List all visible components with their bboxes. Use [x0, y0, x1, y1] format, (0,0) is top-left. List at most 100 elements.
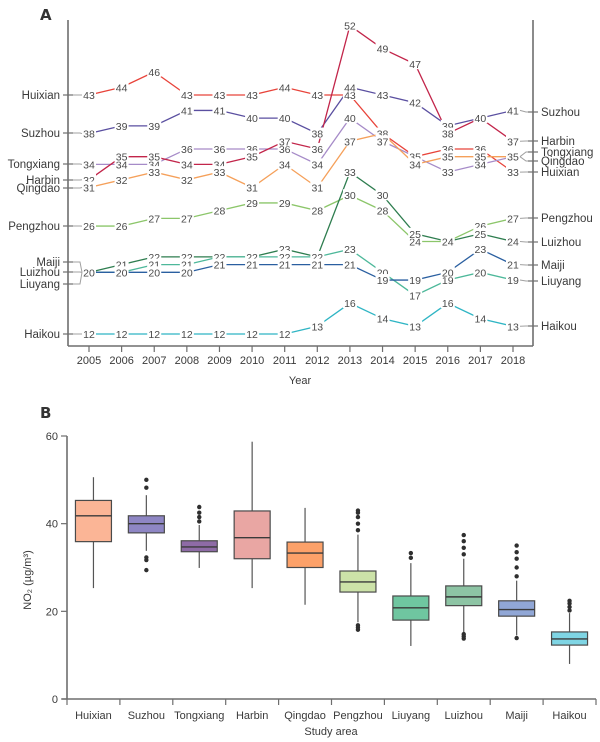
- value-label-bg: [114, 150, 129, 162]
- value-label-bg: [342, 19, 357, 31]
- panel-b-y-ticks: 0 20 40 60: [46, 431, 67, 706]
- value-label-luizhou-2013: 33: [344, 167, 356, 179]
- value-label-bg: [310, 181, 325, 193]
- value-label-pengzhou-2009: 28: [214, 206, 226, 218]
- value-label-bg: [147, 266, 162, 278]
- value-label-bg: [408, 274, 423, 286]
- x-tick-label-2010: 2010: [240, 355, 264, 367]
- value-label-pengzhou-2007: 27: [148, 213, 160, 225]
- value-label-harbin-2013: 52: [344, 21, 356, 33]
- value-label-bg: [212, 166, 227, 178]
- value-label-tongxiang-2016: 33: [442, 167, 454, 179]
- value-label-bg: [473, 220, 488, 232]
- value-label-haikou-2014: 14: [377, 314, 389, 326]
- value-label-bg: [179, 328, 194, 340]
- value-label-huixian-2010: 43: [246, 90, 258, 102]
- value-label-harbin-2006: 35: [116, 152, 128, 164]
- value-label-harbin-2015: 47: [409, 59, 421, 71]
- value-label-bg: [245, 150, 260, 162]
- panel-b-x-ticks: Huixian Suzhou Tongxiang Harbin Qingdao Pengz…: [66, 699, 597, 722]
- box-pengzhou: [339, 508, 377, 632]
- value-label-bg: [245, 112, 260, 124]
- value-label-luizhou-2006: 21: [116, 260, 128, 272]
- outlier-pengzhou-4: [355, 508, 361, 513]
- value-label-bg: [179, 258, 194, 270]
- value-label-pengzhou-2010: 29: [246, 198, 258, 210]
- value-label-maiji-2016: 20: [442, 267, 454, 279]
- value-label-luizhou-2014: 30: [377, 190, 389, 202]
- value-label-haikou-2009: 12: [214, 329, 226, 341]
- outlier-pengzhou-1: [355, 521, 361, 526]
- value-label-bg: [277, 81, 292, 93]
- right-leader-liuyang: [519, 279, 528, 282]
- value-label-pengzhou-2013: 30: [344, 190, 356, 202]
- right-leader-suzhou: [519, 109, 528, 113]
- value-label-bg: [212, 258, 227, 270]
- y-tick-label-20: 20: [46, 606, 58, 618]
- value-label-bg: [277, 250, 292, 262]
- value-label-qingdao-2010: 31: [246, 183, 258, 195]
- value-label-qingdao-2017: 35: [475, 152, 487, 164]
- value-label-bg: [408, 150, 423, 162]
- outlier-luizhou-2: [461, 539, 466, 544]
- value-label-bg: [179, 104, 194, 116]
- value-label-bg: [375, 274, 390, 286]
- value-label-bg: [82, 328, 96, 340]
- value-label-bg: [147, 166, 162, 178]
- value-label-huixian-2016: 36: [442, 144, 454, 156]
- value-label-suzhou-2013: 44: [344, 82, 356, 94]
- left-city-label-luizhou: Luizhou: [20, 267, 60, 279]
- value-label-bg: [310, 258, 325, 270]
- value-label-bg: [342, 135, 357, 147]
- value-label-bg: [473, 243, 488, 255]
- value-label-luizhou-2007: 22: [148, 252, 160, 264]
- outlier-pengzhou-2: [355, 514, 361, 520]
- y-tick-label-0: 0: [52, 694, 58, 706]
- value-label-bg: [147, 158, 162, 170]
- value-label-bg: [245, 258, 260, 270]
- value-label-bg: [342, 166, 357, 178]
- value-label-bg: [212, 204, 227, 216]
- outlier-tongxiang-3: [197, 504, 202, 510]
- value-label-bg: [473, 312, 488, 324]
- right-city-label-maiji: Maiji: [541, 260, 565, 272]
- value-label-bg: [375, 89, 390, 100]
- value-label-luizhou-2009: 22: [214, 252, 226, 264]
- value-label-bg: [408, 58, 423, 70]
- outlier-pengzhou-0: [355, 528, 361, 533]
- value-label-bg: [147, 212, 162, 224]
- value-label-harbin-2007: 35: [148, 152, 160, 164]
- value-label-bg: [147, 150, 162, 162]
- value-label-suzhou-2005: 38: [83, 129, 95, 141]
- value-label-liuyang-2011: 22: [279, 252, 291, 264]
- value-label-tongxiang-2011: 36: [279, 144, 291, 156]
- value-label-maiji-2007: 20: [148, 267, 160, 279]
- value-label-haikou-2016: 16: [442, 298, 454, 310]
- y-tick-label-60: 60: [46, 431, 58, 443]
- value-label-bg: [147, 258, 162, 270]
- value-label-huixian-2017: 36: [475, 144, 487, 156]
- value-label-pengzhou-2008: 27: [181, 213, 193, 225]
- outlier-haikou-3: [567, 598, 572, 604]
- value-label-bg: [245, 89, 260, 100]
- value-label-huixian-2006: 44: [116, 82, 128, 94]
- x-tick-label-2017: 2017: [468, 355, 492, 367]
- value-label-bg: [179, 173, 194, 185]
- value-label-pengzhou-2017: 26: [475, 221, 487, 233]
- value-label-bg: [245, 328, 260, 340]
- outlier-maiji-0: [514, 574, 519, 579]
- x-tick-label-2018: 2018: [501, 355, 525, 367]
- value-label-liuyang-2013: 23: [344, 244, 356, 256]
- value-label-suzhou-2015: 42: [409, 98, 421, 110]
- value-label-bg: [473, 227, 488, 239]
- value-label-bg: [277, 258, 292, 270]
- value-label-tongxiang-2005: 34: [83, 159, 95, 171]
- value-label-harbin-2010: 35: [246, 152, 258, 164]
- right-city-label-huixian: Huixian: [541, 167, 579, 179]
- x-tick-label-tongxiang: Tongxiang: [174, 710, 224, 722]
- x-tick-label-2009: 2009: [207, 355, 231, 367]
- outlier-luizhou-0: [461, 552, 466, 557]
- value-label-qingdao-2013: 37: [344, 136, 356, 148]
